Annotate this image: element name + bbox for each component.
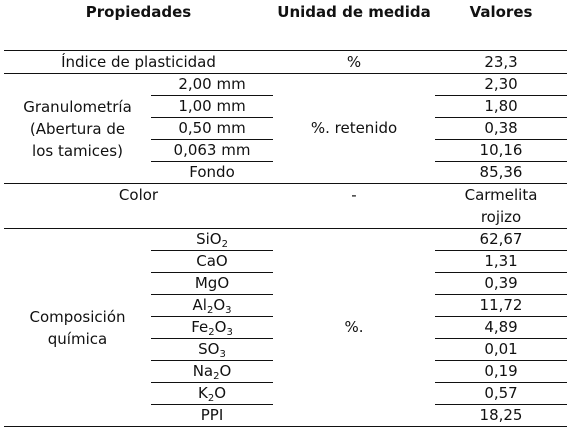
granulometry-label: Granulometría (Abertura de los tamices) <box>4 73 151 184</box>
header-unit: Unidad de medida <box>277 3 431 21</box>
composition-row: MgO 0,39 <box>4 272 568 295</box>
header-values: Valores <box>469 3 533 21</box>
granulometry-label-line3: los tamices) <box>32 141 123 160</box>
compound-name: PPI <box>151 404 274 427</box>
color-row: Color - Carmelita rojizo <box>4 184 568 229</box>
composition-label-line2: química <box>47 329 108 348</box>
composition-row: SO3 0,01 <box>4 338 568 361</box>
composition-row: CaO 1,31 <box>4 250 568 273</box>
granulometry-row: 1,00 mm 1,80 <box>4 95 568 118</box>
sieve-size: 0,063 mm <box>151 139 274 162</box>
color-unit: - <box>351 186 357 204</box>
compound-name: SiO2 <box>151 228 274 251</box>
sieve-size: 1,00 mm <box>151 95 274 118</box>
composition-value: 0,39 <box>435 272 568 295</box>
compound-name: SO3 <box>151 338 274 361</box>
plasticity-value: 23,3 <box>484 52 518 71</box>
sieve-size: Fondo <box>151 161 274 184</box>
composition-label: Composición química <box>4 228 151 427</box>
compound-name: Fe2O3 <box>151 316 274 339</box>
color-value-line2: rojizo <box>480 208 522 226</box>
granulometry-label-line1: Granulometría <box>23 97 132 116</box>
composition-unit: %. <box>273 228 436 427</box>
granulometry-row: Granulometría (Abertura de los tamices) … <box>4 73 568 184</box>
compound-name: Al2O3 <box>151 294 274 317</box>
composition-value: 1,31 <box>435 250 568 273</box>
composition-value: 62,67 <box>435 228 568 251</box>
compound-name: CaO <box>151 250 274 273</box>
color-value: Carmelita rojizo <box>435 184 567 229</box>
granulometry-row: Fondo 85,36 <box>4 161 568 184</box>
sieve-size: 2,00 mm <box>151 73 274 96</box>
composition-row: Fe2O3 4,89 <box>4 316 568 339</box>
composition-row: Na2O 0,19 <box>4 360 568 383</box>
sieve-size: 0,50 mm <box>151 117 274 140</box>
granulometry-value: 1,80 <box>435 95 568 118</box>
table-header-row: Propiedades Unidad de medida Valores <box>4 2 568 51</box>
granulometry-value: 0,38 <box>435 117 568 140</box>
granulometry-value: 85,36 <box>435 161 568 184</box>
granulometry-row: 0,063 mm 10,16 <box>4 139 568 162</box>
composition-row: PPI 18,25 <box>4 404 568 427</box>
plasticity-label: Índice de plasticidad <box>61 52 216 71</box>
compound-name: K2O <box>151 382 274 405</box>
granulometry-row: 0,50 mm 0,38 <box>4 117 568 140</box>
header-properties: Propiedades <box>85 3 192 21</box>
composition-value: 4,89 <box>435 316 568 339</box>
composition-value: 0,19 <box>435 360 568 383</box>
properties-table: Propiedades Unidad de medida Valores Índ… <box>4 2 568 427</box>
composition-value: 11,72 <box>435 294 568 317</box>
color-label: Color <box>118 186 159 204</box>
composition-row: Composición química SiO2 %. 62,67 <box>4 228 568 427</box>
composition-row: Al2O3 11,72 <box>4 294 568 317</box>
granulometry-unit: %. retenido <box>273 73 436 184</box>
composition-value: 0,57 <box>435 382 568 405</box>
granulometry-value: 10,16 <box>435 139 568 162</box>
plasticity-unit: % <box>346 52 362 71</box>
composition-value: 18,25 <box>435 404 568 427</box>
composition-value: 0,01 <box>435 338 568 361</box>
composition-label-line1: Composición <box>29 307 126 326</box>
compound-name: MgO <box>151 272 274 295</box>
plasticity-row: Índice de plasticidad % 23,3 <box>4 51 568 74</box>
granulometry-label-line2: (Abertura de <box>29 119 126 138</box>
granulometry-value: 2,30 <box>435 73 568 96</box>
compound-name: Na2O <box>151 360 274 383</box>
composition-row: K2O 0,57 <box>4 382 568 405</box>
color-value-line1: Carmelita <box>464 186 538 204</box>
